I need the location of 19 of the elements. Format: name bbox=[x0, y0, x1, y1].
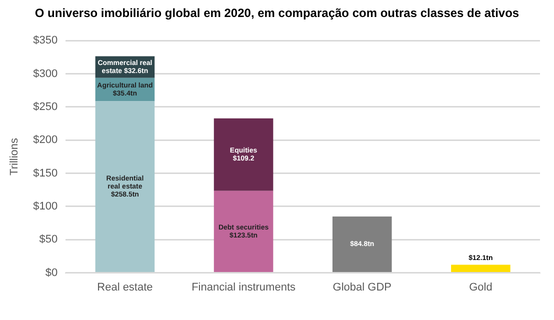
chart-title: O universo imobiliário global em 2020, em comparação com outras classes de ativos bbox=[34, 5, 520, 22]
bar bbox=[214, 190, 274, 272]
y-axis-title: Trillions bbox=[8, 137, 21, 176]
bar bbox=[95, 101, 155, 272]
y-tick-label: $250 bbox=[33, 100, 58, 113]
y-tick-label: $350 bbox=[33, 34, 58, 47]
y-tick-label: $200 bbox=[33, 134, 58, 146]
y-tick-label: $100 bbox=[33, 200, 58, 212]
bar bbox=[214, 118, 274, 191]
y-tick-label: $150 bbox=[33, 167, 58, 180]
bar bbox=[332, 216, 392, 272]
x-tick-label: Real estate bbox=[97, 281, 153, 294]
x-tick-label: Financial instruments bbox=[192, 281, 296, 294]
x-tick-label: Global GDP bbox=[332, 281, 392, 294]
y-tick-label: $300 bbox=[33, 68, 58, 80]
bar bbox=[451, 264, 510, 272]
y-tick-label: $50 bbox=[39, 234, 58, 246]
y-tick-label: $0 bbox=[45, 266, 58, 279]
x-tick-label: Gold bbox=[469, 281, 492, 294]
